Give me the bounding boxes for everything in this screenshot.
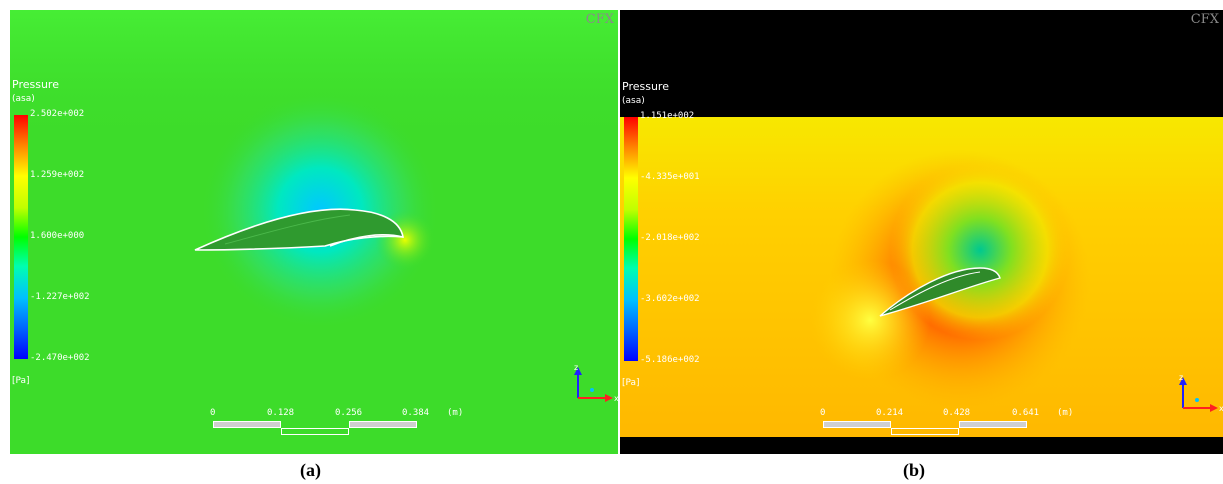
colorbar-a <box>14 115 28 359</box>
axis-x-label-b: x <box>1219 404 1223 412</box>
legend-subtitle-a: (asa) <box>12 94 35 104</box>
legend-unit-a: [Pa] <box>12 376 30 386</box>
legend-title-a: Pressure <box>12 78 59 91</box>
scale-label-b-4: 0.641 <box>1012 408 1040 418</box>
scale-unit-b: (m) <box>1057 408 1074 418</box>
legend-tick-b-4: -3.602e+002 <box>640 294 700 304</box>
scale-label-a-2: 0.128 <box>267 408 295 418</box>
scale-bar-b <box>823 421 1027 435</box>
legend-tick-a-4: -1.227e+002 <box>30 292 90 302</box>
scale-label-b-2: 0.214 <box>876 408 904 418</box>
legend-unit-b: [Pa] <box>622 378 640 388</box>
legend-tick-b-1: 1.151e+002 <box>640 111 695 121</box>
scale-label-b-1: 0 <box>820 408 826 418</box>
axis-x-label-a: x <box>614 394 618 402</box>
scale-bar-a <box>213 421 417 435</box>
pressure-contour-panel-b: CFX Pressure (asa) 1.151e+002 -4.335e+00… <box>620 10 1223 454</box>
axis-triad-a: z x <box>574 363 618 402</box>
pressure-field-b <box>620 117 1223 437</box>
pressure-contour-panel-a: CFX Pressure (asa) 2.502e+002 1.259e+002… <box>10 10 618 454</box>
axis-z-label-b: z <box>1179 373 1183 382</box>
legend-tick-a-5: -2.470e+002 <box>30 353 90 363</box>
legend-subtitle-b: (asa) <box>622 96 645 106</box>
legend-tick-b-3: -2.018e+002 <box>640 233 700 243</box>
axis-z-label-a: z <box>574 363 578 372</box>
scale-label-a-3: 0.256 <box>335 408 363 418</box>
cfx-logo-a: CFX <box>585 12 614 27</box>
caption-a: (a) <box>300 460 321 480</box>
scale-label-a-1: 0 <box>210 408 216 418</box>
scale-unit-a: (m) <box>447 408 464 418</box>
blade-shape-b <box>879 267 1001 317</box>
legend-tick-a-3: 1.600e+000 <box>30 231 85 241</box>
axis-triad-b: z x <box>1179 373 1223 412</box>
legend-title-b: Pressure <box>622 80 669 93</box>
legend-tick-b-2: -4.335e+001 <box>640 172 700 182</box>
cfx-logo-b: CFX <box>1190 12 1219 27</box>
legend-tick-a-1: 2.502e+002 <box>30 109 85 119</box>
pressure-field-a <box>10 10 618 350</box>
scale-label-b-3: 0.428 <box>943 408 971 418</box>
caption-b: (b) <box>903 460 925 480</box>
scale-label-a-4: 0.384 <box>402 408 430 418</box>
legend-tick-a-2: 1.259e+002 <box>30 170 85 180</box>
legend-tick-b-5: -5.186e+002 <box>640 355 700 365</box>
colorbar-b <box>624 117 638 361</box>
